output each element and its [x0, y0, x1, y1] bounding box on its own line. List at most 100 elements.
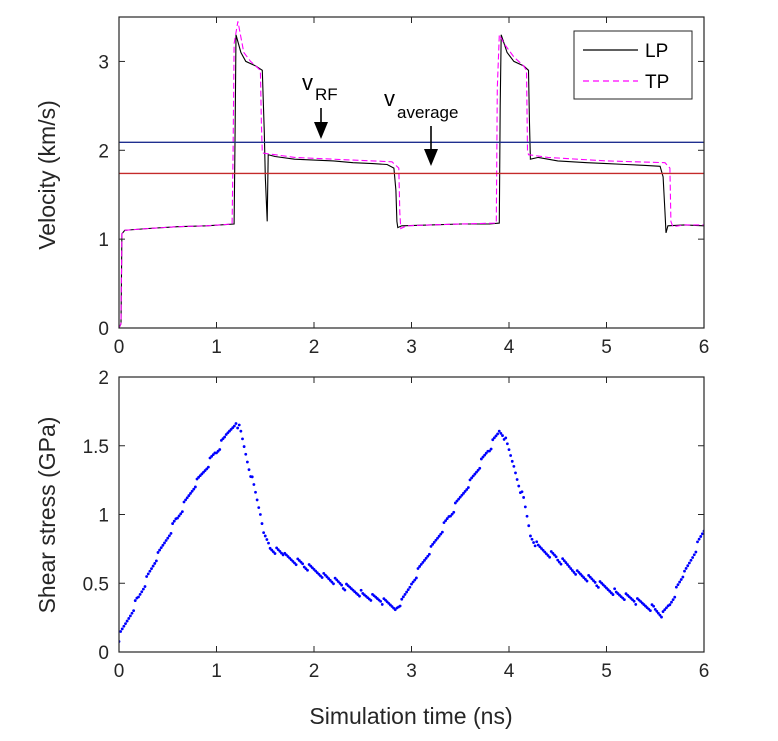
shear-stress-point	[180, 510, 184, 514]
shear-stress-point	[379, 599, 383, 603]
shear-stress-point	[634, 603, 638, 606]
shear-stress-point	[414, 576, 418, 580]
shear-stress-point	[184, 498, 188, 502]
shear-x-tick-label: 5	[601, 661, 612, 682]
shear-stress-point	[120, 627, 124, 631]
shear-stress-point	[301, 562, 305, 566]
shear-stress-point	[223, 435, 227, 439]
shear-stress-point	[410, 582, 413, 586]
shear-stress-point	[689, 558, 693, 562]
shear-stress-point	[656, 611, 660, 615]
shear-stress-point	[179, 512, 183, 516]
shear-stress-point	[125, 619, 129, 623]
shear-stress-point	[463, 490, 467, 493]
shear-y-tick-label: 1	[98, 506, 109, 527]
shear-stress-point	[122, 624, 126, 628]
shear-stress-point	[148, 569, 152, 573]
shear-y-tick-label: 2	[98, 368, 109, 389]
series-line-tp	[119, 21, 704, 328]
shear-stress-point	[411, 580, 415, 584]
shear-stress-point	[401, 595, 405, 599]
shear-stress-point	[439, 532, 443, 536]
shear-stress-point	[130, 611, 134, 615]
shear-stress-point	[172, 519, 176, 523]
shear-stress-point	[496, 432, 500, 436]
shear-y-axis-label: Shear stress (GPa)	[34, 417, 60, 614]
shear-stress-point	[559, 562, 563, 566]
shear-stress-point	[185, 496, 189, 500]
shear-stress-point	[655, 609, 659, 613]
shear-stress-point	[509, 454, 513, 457]
shear-stress-point	[566, 563, 569, 566]
shear-stress-point	[687, 561, 691, 565]
shear-stress-point	[683, 569, 686, 573]
shear-stress-point	[244, 452, 248, 456]
shear-stress-point	[556, 558, 560, 562]
velocity-x-tick-label: 1	[211, 337, 222, 358]
annotation-v-average-arrowhead	[424, 149, 438, 166]
shear-stress-point	[132, 609, 136, 613]
shear-stress-point	[494, 434, 498, 438]
shear-stress-point	[554, 555, 558, 559]
shear-x-tick-label: 1	[211, 661, 222, 682]
shear-stress-point	[567, 565, 571, 568]
shear-stress-point	[273, 552, 277, 555]
shear-x-tick-label: 6	[699, 661, 710, 682]
shear-x-tick-label: 4	[504, 661, 515, 682]
velocity-x-tick-label: 2	[309, 337, 320, 358]
shear-stress-point	[452, 510, 456, 514]
shear-stress-point	[128, 614, 132, 618]
velocity-y-tick-label: 1	[98, 230, 109, 251]
shear-stress-point	[254, 490, 257, 494]
shear-stress-point	[358, 594, 361, 598]
shear-stress-point	[596, 585, 600, 589]
shear-stress-point	[517, 484, 521, 488]
shear-stress-point	[143, 585, 147, 588]
shear-stress-point	[153, 562, 157, 565]
shear-stress-point	[137, 595, 140, 599]
shear-stress-point	[151, 564, 155, 568]
shear-stress-point	[242, 445, 246, 448]
shear-stress-point	[171, 522, 175, 525]
shear-stress-point	[648, 609, 652, 613]
annotation-v-rf-subscript: RF	[315, 85, 338, 104]
shear-stress-point	[491, 438, 495, 442]
shear-stress-point	[124, 622, 127, 626]
shear-stress-point	[421, 560, 425, 564]
shear-stress-point	[476, 468, 480, 472]
shear-stress-point	[483, 453, 487, 457]
shear-stress-point	[514, 471, 517, 475]
velocity-x-tick-label: 3	[406, 337, 417, 358]
velocity-y-tick-label: 0	[98, 319, 109, 340]
shear-stress-point	[670, 600, 673, 604]
shear-stress-point	[585, 579, 589, 583]
shear-stress-point	[475, 470, 478, 474]
shear-stress-point	[444, 519, 448, 523]
shear-stress-point	[436, 536, 439, 540]
shear-stress-point	[564, 561, 568, 564]
shear-stress-point	[405, 590, 409, 594]
shear-stress-point	[236, 426, 240, 430]
shear-stress-point	[167, 534, 171, 538]
velocity-y-tick-label: 2	[98, 141, 109, 162]
shear-stress-point	[161, 543, 165, 547]
shear-stress-point	[570, 569, 574, 572]
shear-stress-point	[141, 587, 145, 591]
shear-stress-point	[561, 557, 565, 561]
shear-stress-point	[434, 538, 438, 542]
shear-stress-point	[138, 592, 142, 596]
shear-y-tick-label: 0.5	[83, 574, 109, 595]
shear-stress-point	[400, 597, 404, 601]
shear-stress-point	[533, 544, 537, 548]
shear-stress-point	[525, 514, 529, 518]
shear-stress-point	[182, 500, 186, 504]
shear-stress-point	[247, 468, 251, 472]
shear-x-axis-label: Simulation time (ns)	[309, 703, 512, 729]
annotation-v-average: v average	[384, 86, 458, 166]
shear-stress-point	[431, 542, 435, 546]
annotation-v-rf: v RF	[302, 70, 338, 139]
shear-stress-point	[119, 630, 123, 633]
shear-stress-point	[418, 565, 422, 568]
shear-stress-point	[133, 599, 137, 602]
